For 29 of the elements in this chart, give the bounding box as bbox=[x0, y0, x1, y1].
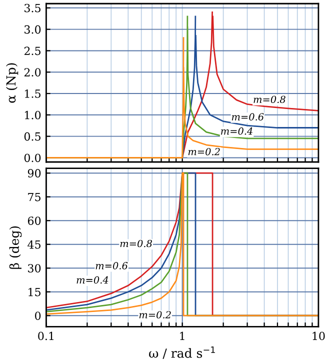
y-tick-label: 15 bbox=[28, 288, 40, 296]
y-tick-label: 60 bbox=[28, 216, 41, 225]
annotation: m=0.4 bbox=[221, 127, 252, 135]
annotation: m=0.2 bbox=[188, 148, 220, 156]
y-tick-label: 2.0 bbox=[24, 68, 41, 76]
annotation: m=0.8 bbox=[120, 240, 152, 248]
x-tick-label: 10 bbox=[312, 332, 325, 340]
y-tick-label: 90 bbox=[28, 169, 41, 178]
y-tick-label: 3.0 bbox=[24, 25, 41, 34]
annotation: m=0.6 bbox=[96, 262, 128, 270]
x-tick-label: 0.1 bbox=[38, 332, 54, 340]
annotation: m=0.6 bbox=[232, 113, 264, 120]
y-tick-label: 1.5 bbox=[25, 89, 40, 98]
x-axis-title: ω / rad s$^{−1}$ bbox=[149, 346, 215, 359]
y-tick-label: 0.0 bbox=[24, 154, 41, 162]
y-tick-label: 0.5 bbox=[24, 132, 40, 141]
annotation: m=0.2 bbox=[139, 311, 171, 318]
y-tick-label: 1.0 bbox=[25, 110, 41, 120]
y-tick-label: 75 bbox=[28, 192, 40, 202]
y-axis-title: α (Np) bbox=[6, 63, 18, 103]
y-axis-title: β (deg) bbox=[9, 226, 22, 269]
y-tick-label: 2.5 bbox=[24, 46, 40, 56]
annotation: m=0.8 bbox=[254, 96, 286, 104]
x-tick-label: 1 bbox=[180, 332, 184, 340]
y-tick-label: 30 bbox=[28, 264, 41, 272]
y-tick-label: 3.5 bbox=[24, 4, 40, 12]
annotation: m=0.4 bbox=[76, 276, 108, 284]
y-tick-label: 0 bbox=[35, 312, 41, 320]
y-tick-label: 45 bbox=[28, 240, 40, 249]
